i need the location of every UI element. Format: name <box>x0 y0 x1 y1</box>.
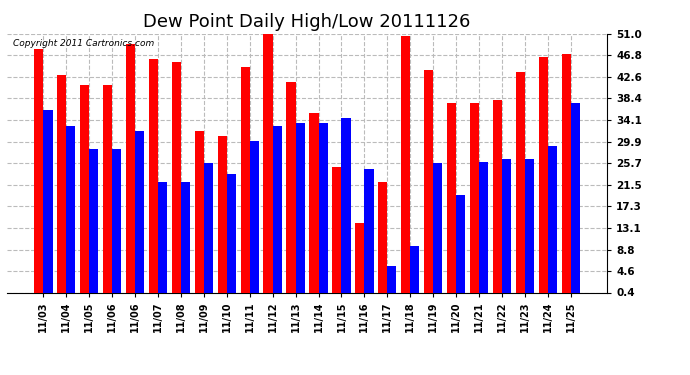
Bar <box>355 223 364 294</box>
Bar <box>264 31 273 294</box>
Bar <box>525 159 534 294</box>
Bar <box>562 54 571 294</box>
Bar <box>342 118 351 294</box>
Bar <box>103 85 112 294</box>
Bar <box>571 103 580 294</box>
Bar <box>333 167 342 294</box>
Bar <box>433 163 442 294</box>
Bar <box>479 162 489 294</box>
Bar <box>456 195 465 294</box>
Bar <box>89 149 99 294</box>
Bar <box>158 182 167 294</box>
Bar <box>250 141 259 294</box>
Bar <box>539 57 548 294</box>
Bar <box>493 100 502 294</box>
Bar <box>447 103 456 294</box>
Bar <box>470 103 479 294</box>
Bar <box>181 182 190 294</box>
Bar <box>34 49 43 294</box>
Bar <box>295 123 305 294</box>
Bar <box>309 113 319 294</box>
Bar <box>319 123 328 294</box>
Bar <box>411 246 420 294</box>
Bar <box>57 75 66 294</box>
Bar <box>241 67 250 294</box>
Bar <box>172 62 181 294</box>
Bar <box>401 36 411 294</box>
Bar <box>387 266 397 294</box>
Bar <box>204 163 213 294</box>
Bar <box>515 72 525 294</box>
Bar <box>217 136 227 294</box>
Bar <box>378 182 387 294</box>
Bar <box>273 126 282 294</box>
Bar <box>424 69 433 294</box>
Bar <box>66 126 75 294</box>
Bar <box>195 131 204 294</box>
Bar <box>43 111 52 294</box>
Bar <box>364 169 373 294</box>
Text: Copyright 2011 Cartronics.com: Copyright 2011 Cartronics.com <box>13 39 154 48</box>
Bar <box>112 149 121 294</box>
Bar <box>126 44 135 294</box>
Bar <box>548 146 557 294</box>
Bar <box>135 131 144 294</box>
Bar <box>286 82 295 294</box>
Bar <box>502 159 511 294</box>
Bar <box>227 174 236 294</box>
Bar <box>149 59 158 294</box>
Title: Dew Point Daily High/Low 20111126: Dew Point Daily High/Low 20111126 <box>144 13 471 31</box>
Bar <box>80 85 89 294</box>
